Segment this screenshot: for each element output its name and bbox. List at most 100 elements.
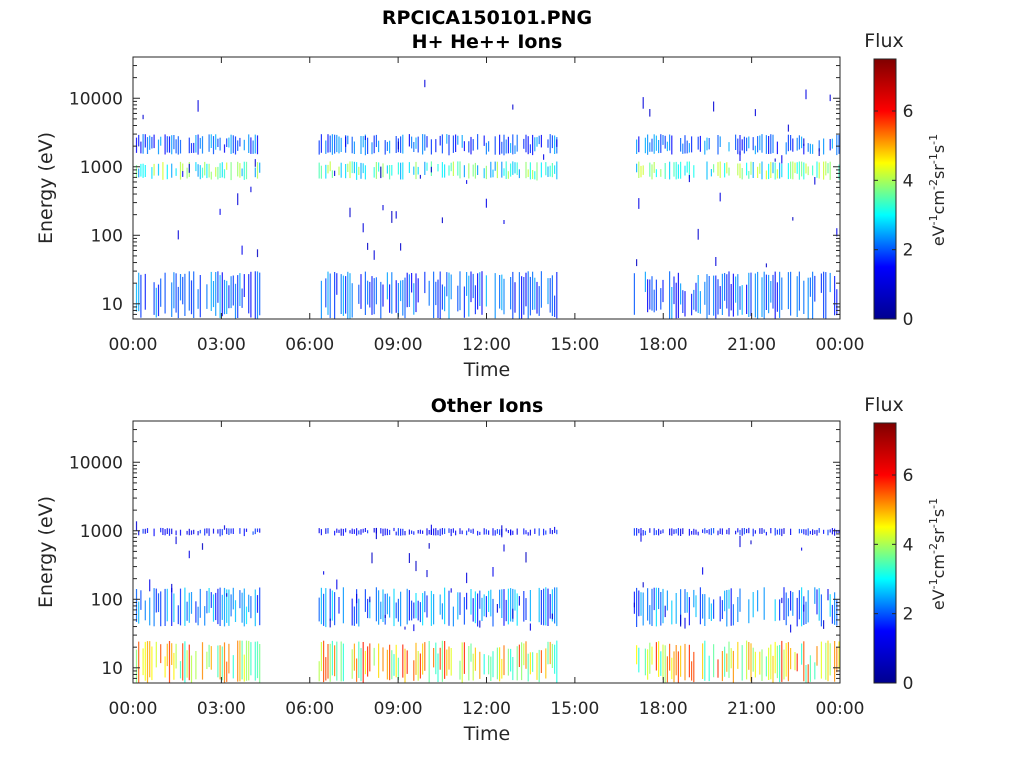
flux-cell [455,134,457,152]
flux-cell [496,529,498,534]
flux-cell [805,601,807,624]
flux-cell [204,606,206,626]
flux-cell [215,272,217,316]
flux-cell [710,169,712,177]
flux-cell [763,271,765,319]
flux-cell [796,653,798,672]
flux-cell [208,528,210,536]
flux-cell [814,587,816,604]
colorbar-ticks: 0 2 4 6 [874,466,913,694]
flux-cell [437,164,439,172]
flux-cell [391,650,393,680]
flux-cell [219,587,221,626]
flux-cell [713,101,715,112]
flux-cell [647,134,649,155]
flux-cell [386,141,388,151]
flux-cell [818,588,820,621]
flux-cell [226,162,228,170]
flux-cell [329,618,331,628]
flux-cell [237,275,239,318]
flux-cell [406,588,408,625]
flux-cell [682,528,684,535]
flux-cell [426,595,428,618]
flux-cell [184,273,186,316]
flux-cell [135,521,138,531]
flux-cell [351,161,353,174]
flux-cell [228,589,230,626]
flux-cell [142,114,144,120]
flux-cell [342,528,344,536]
flux-cell [441,603,443,620]
flux-cell [518,272,520,319]
flux-cell [684,617,686,629]
flux-cell [188,163,190,173]
flux-cell [234,283,237,319]
flux-cell [699,135,701,152]
flux-cell [547,588,549,626]
flux-cell [162,162,164,180]
flux-cell [329,588,331,621]
flux-cell [419,602,421,623]
flux-cell [331,170,333,178]
flux-cell [765,274,767,310]
flux-cell [168,528,171,536]
flux-cell [691,136,693,153]
flux-cell [507,136,509,154]
flux-cell [457,592,459,620]
flux-cell [463,141,465,152]
flux-cell [494,273,496,319]
flux-cell [688,143,690,153]
flux-cell [338,136,340,154]
spectrogram-marks [135,521,840,683]
flux-cell [554,644,556,674]
flux-cell [171,583,173,593]
flux-cell [483,654,485,675]
flux-cell [827,589,829,601]
flux-cell [640,592,642,616]
flux-cell [146,641,149,683]
flux-cell [483,528,485,535]
flux-cell [551,530,553,535]
flux-cell [186,167,188,179]
flux-cell [325,164,327,179]
flux-cell [188,528,190,536]
flux-cell [809,277,811,297]
flux-cell [439,271,441,319]
flux-cell [803,604,805,612]
flux-cell [649,279,651,310]
flux-cell [669,271,671,319]
flux-cell [636,259,638,267]
flux-cell [259,272,261,316]
flux-cell [422,134,424,155]
colorbar-ticks: 0 2 4 6 [874,102,913,330]
flux-cell [378,162,380,172]
flux-cell [384,140,386,155]
flux-cell [748,272,750,317]
flux-cell [536,652,538,680]
flux-cell [638,647,640,673]
flux-cell [523,528,525,535]
flux-cell [717,530,719,536]
flux-cell [215,592,217,621]
flux-cell [787,134,789,152]
flux-cell [658,641,660,677]
flux-cell [686,592,688,613]
flux-cell [785,592,787,626]
flux-cell [459,271,461,311]
flux-cell [532,271,534,310]
flux-cell [466,572,468,584]
flux-cell [485,142,487,155]
flux-cell [188,271,190,311]
flux-cell [171,528,173,535]
flux-cell [325,278,327,308]
flux-cell [507,530,509,534]
flux-cell [549,165,551,177]
x-tick-label: 00:00 [109,335,158,355]
flux-cell [358,598,360,627]
flux-cell [556,640,558,683]
flux-cell [477,273,479,310]
flux-cell [468,528,470,532]
flux-cell [710,603,712,621]
flux-cell [649,642,651,674]
flux-cell [803,143,805,155]
